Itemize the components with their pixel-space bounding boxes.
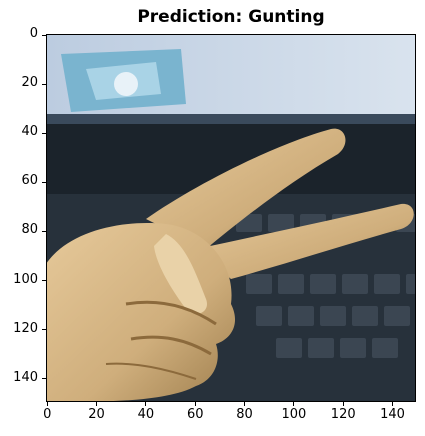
y-tick xyxy=(42,34,46,36)
y-tick xyxy=(42,378,46,380)
x-tick-label: 20 xyxy=(88,407,105,422)
taskbar xyxy=(46,114,416,124)
hand-gesture-photo xyxy=(46,34,416,402)
middle-finger xyxy=(196,203,414,279)
x-tick xyxy=(244,402,246,406)
x-tick-label: 80 xyxy=(236,407,253,422)
y-tick-label: 40 xyxy=(21,124,38,140)
y-tick-label: 120 xyxy=(13,320,38,336)
photo-image xyxy=(46,34,416,402)
x-tick xyxy=(46,402,48,406)
x-tick xyxy=(145,402,147,406)
y-tick-label: 80 xyxy=(21,222,38,238)
index-finger xyxy=(146,128,346,249)
y-tick-label: 20 xyxy=(21,75,38,91)
x-tick xyxy=(342,402,344,406)
y-tick xyxy=(42,83,46,85)
x-tick-label: 40 xyxy=(137,407,155,422)
y-tick xyxy=(42,132,46,134)
x-tick xyxy=(392,402,394,406)
x-tick xyxy=(293,402,295,406)
x-tick-label: 140 xyxy=(380,407,405,422)
y-tick-label: 100 xyxy=(13,271,38,287)
y-tick-label: 60 xyxy=(21,173,38,189)
plot-title: Prediction: Gunting xyxy=(137,7,325,27)
x-tick-label: 120 xyxy=(330,407,356,422)
y-tick-label: 0 xyxy=(29,26,38,42)
y-tick-label: 140 xyxy=(13,369,38,385)
x-tick-label: 0 xyxy=(43,407,52,422)
x-tick-label: 60 xyxy=(186,407,204,422)
y-tick xyxy=(42,181,46,183)
x-tick-label: 100 xyxy=(281,407,307,422)
y-tick xyxy=(42,329,46,331)
x-tick xyxy=(194,402,196,406)
thumb xyxy=(154,234,207,314)
y-tick xyxy=(42,280,46,282)
palm xyxy=(46,223,236,402)
y-tick xyxy=(42,230,46,232)
x-tick xyxy=(96,402,98,406)
